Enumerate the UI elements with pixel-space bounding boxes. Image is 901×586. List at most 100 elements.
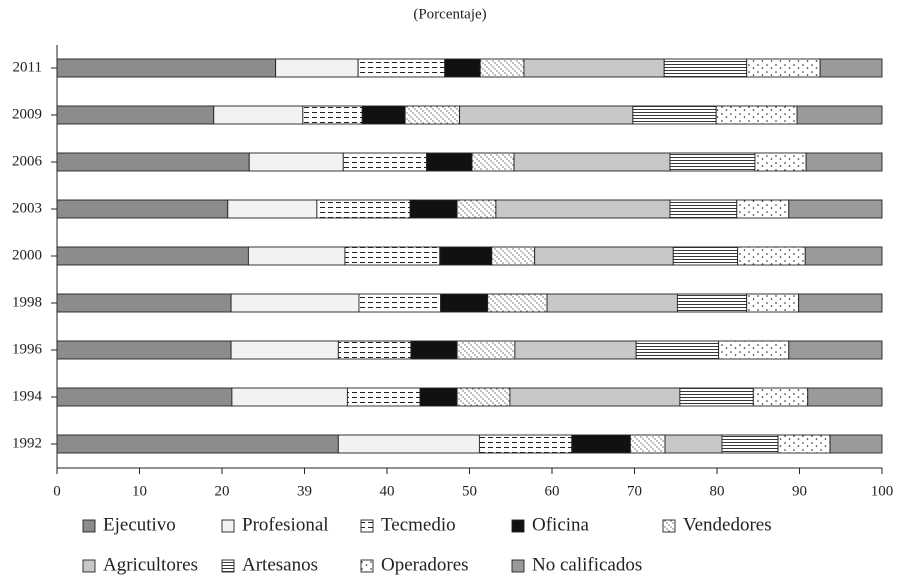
legend-swatch [82,559,96,573]
y-tick-label: 2011 [13,59,42,75]
bar-segment [56,105,215,125]
bar-segment [788,340,883,360]
y-tick-label: 2000 [12,247,42,263]
bar-segment [571,434,631,454]
bar-segment [456,199,497,219]
bar-segment [752,387,809,407]
bar-segment [796,105,883,125]
legend-label: Vendedores [683,514,772,535]
bar-segment [514,340,637,360]
bar-segment [788,199,883,219]
bar-segment [248,152,344,172]
bar-segment [679,387,754,407]
bar-segment [715,105,798,125]
x-tick-label: 100 [871,483,894,499]
y-tick-label: 1994 [12,388,43,404]
bar-segment [56,246,249,266]
legend-label: Operadores [381,554,469,575]
bar-segment [513,152,671,172]
bar-segment [342,152,428,172]
legend-swatch [82,519,96,533]
bar-segment [804,246,883,266]
bar-segment [456,387,511,407]
x-tick-label: 70 [627,483,642,499]
bar-segment [213,105,304,125]
bar-segment [669,199,738,219]
bar-segment [632,105,717,125]
chart-title: (Porcentaje) [413,6,486,22]
y-tick-label: 1992 [12,435,42,451]
bar-segment [444,58,481,78]
bar-segment [491,246,536,266]
bar-segment [419,387,458,407]
bar-segment [56,293,232,313]
bar-segment [404,105,461,125]
bar-segment [337,434,480,454]
bar-segment [275,58,359,78]
x-tick-label: 90 [792,483,807,499]
legend-swatch [511,519,525,533]
bar-segment [509,387,681,407]
legend-swatch [221,559,235,573]
bar-segment [721,434,779,454]
legend-swatch [360,519,374,533]
x-tick-label: 80 [710,483,725,499]
legend-label: Ejecutivo [103,514,176,535]
bar-segment [807,387,883,407]
bar-segment [479,58,525,78]
legend-swatch [511,559,525,573]
bar-segment [439,246,493,266]
bar-segment [746,58,821,78]
bar-segment [56,434,339,454]
bar-segment [805,152,883,172]
bar-segment [754,152,807,172]
bar-segment [56,387,233,407]
x-tick-label: 50 [462,483,477,499]
bar-segment [56,152,250,172]
bar-segment [357,58,446,78]
bar-segment [344,246,441,266]
bar-segment [456,340,516,360]
bar-segment [346,387,421,407]
bar-segment [478,434,573,454]
bar-segment [523,58,665,78]
bar-segment [676,293,748,313]
bar-segment [227,199,318,219]
bar-segment [495,199,671,219]
legend-label: No calificados [532,554,642,575]
bar-segment [746,293,800,313]
bar-segment [230,293,360,313]
legend-swatch [662,519,676,533]
bar-segment [737,246,806,266]
bar-segment [629,434,666,454]
legend-label: Profesional [242,514,329,535]
bar-segment [230,340,339,360]
x-tick-label: 60 [545,483,560,499]
bar-segment [247,246,346,266]
bar-segment [635,340,720,360]
bar-segment [672,246,739,266]
bar-segment [316,199,411,219]
bar-segment [410,340,458,360]
bar-segment [534,246,674,266]
x-tick-label: 39 [297,483,312,499]
x-tick-label: 0 [53,483,61,499]
bar-segment [736,199,790,219]
legend-swatch [221,519,235,533]
legend-label: Agricultores [103,554,198,575]
bar-segment [56,58,277,78]
x-tick-label: 10 [132,483,147,499]
bar-segment [487,293,548,313]
legend-label: Tecmedio [381,514,456,535]
bar-segment [669,152,756,172]
y-tick-label: 2003 [12,200,42,216]
bar-segment [718,340,790,360]
bar-segment [231,387,348,407]
bar-segment [56,340,232,360]
bar-segment [819,58,883,78]
bar-segment [546,293,678,313]
bar-segment [798,293,883,313]
bar-segment [302,105,363,125]
bar-segment [337,340,412,360]
